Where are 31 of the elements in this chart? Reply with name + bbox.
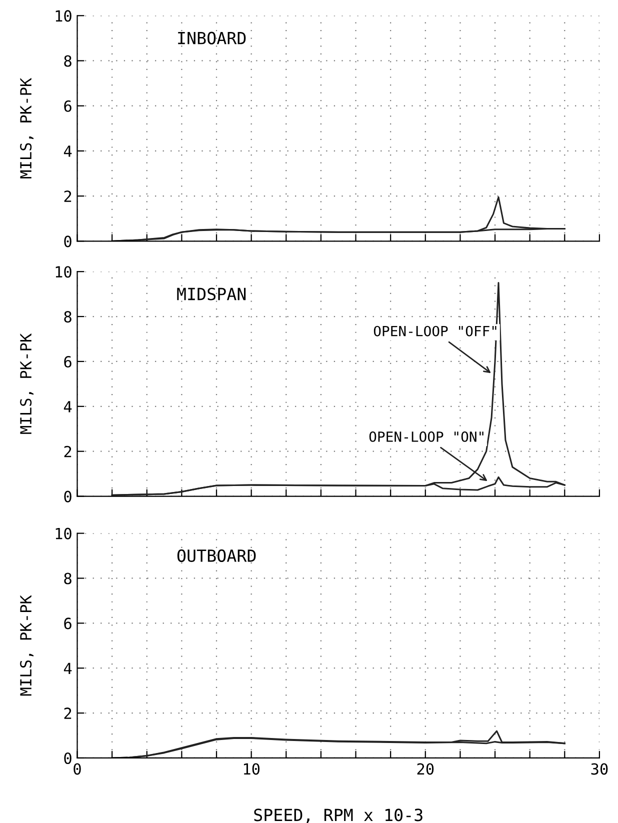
- x-tick-label: 30: [591, 763, 608, 775]
- y-tick-label: 6: [64, 356, 72, 368]
- y-tick-label: 10: [56, 266, 72, 278]
- x-axis-title: SPEED, RPM x 10-3: [254, 808, 422, 823]
- y-tick-label: 4: [64, 146, 72, 157]
- y-tick-label: 2: [64, 708, 72, 719]
- y-axis-title: MILS, PK-PK: [20, 595, 34, 696]
- y-tick-label: 2: [64, 190, 72, 202]
- y-tick-label: 2: [64, 446, 72, 458]
- y-tick-label: 0: [64, 490, 72, 502]
- text: MIDSPAN: [177, 288, 246, 300]
- y-tick-label: 4: [64, 401, 72, 412]
- y-tick-label: 10: [56, 10, 72, 22]
- y-axis-title: MILS, PK-PK: [20, 78, 34, 178]
- text: OUTBOARD: [177, 549, 256, 562]
- y-tick-label: 8: [64, 572, 72, 584]
- y-tick-label: 6: [64, 100, 72, 112]
- x-tick-label: 0: [74, 763, 81, 775]
- y-axis-title: MILS, PK-PK: [20, 333, 34, 434]
- annotation: OPEN-LOOP "OFF": [374, 326, 496, 336]
- y-tick-label: 8: [64, 55, 72, 67]
- annotation: OPEN-LOOP "ON": [369, 431, 484, 442]
- x-tick-label: 10: [244, 763, 260, 775]
- y-tick-label: 6: [64, 618, 72, 630]
- y-tick-label: 8: [64, 311, 72, 323]
- x-tick-label: 20: [417, 763, 434, 775]
- y-tick-label: 0: [64, 752, 72, 764]
- text: INBOARD: [178, 32, 246, 44]
- y-tick-label: 0: [64, 236, 72, 248]
- y-tick-label: 4: [64, 662, 72, 674]
- y-tick-label: 10: [56, 528, 72, 540]
